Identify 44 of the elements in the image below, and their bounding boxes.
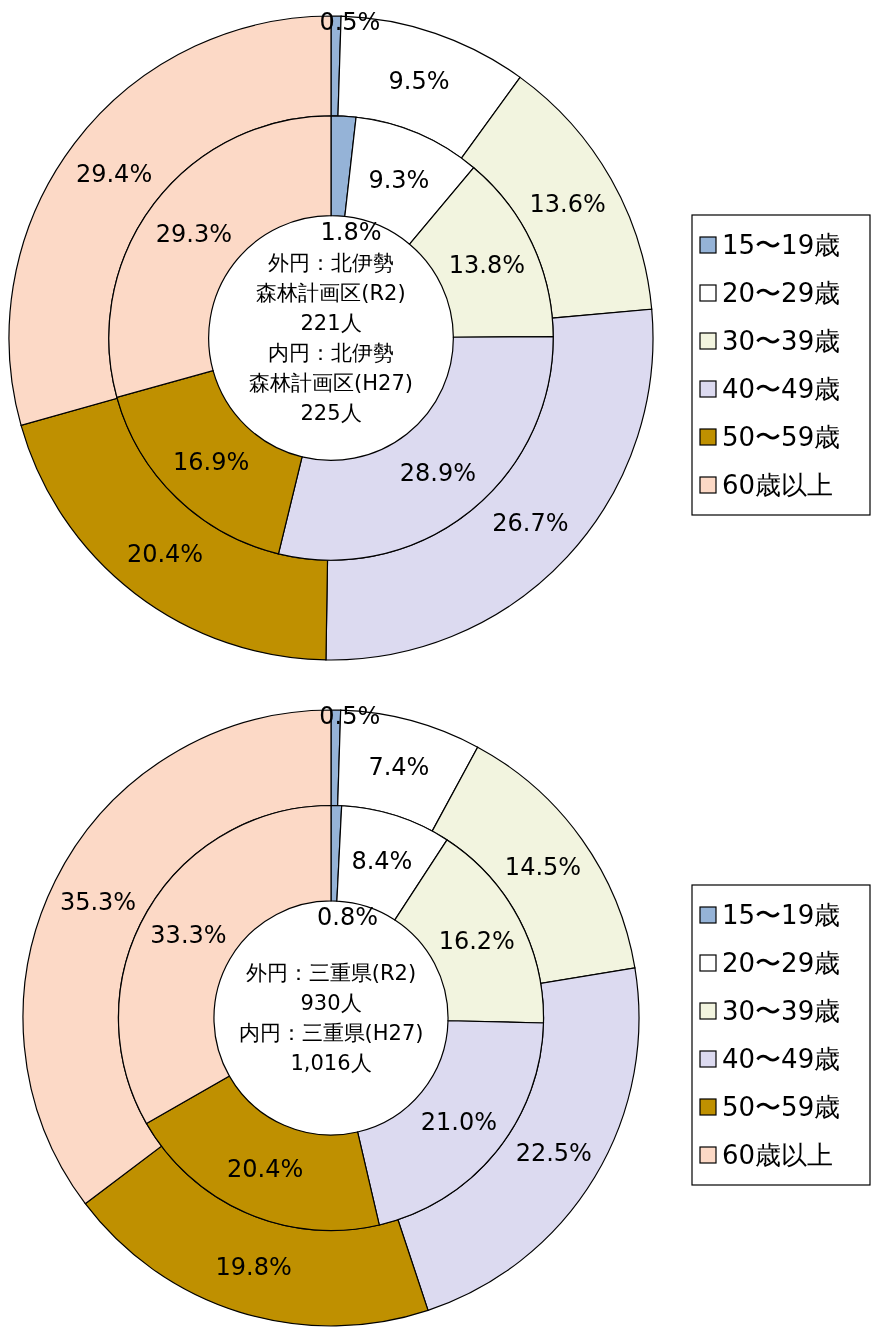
data-label: 1.8% bbox=[320, 217, 382, 246]
data-label: 13.6% bbox=[529, 189, 606, 218]
data-label: 19.8% bbox=[215, 1252, 292, 1281]
text: 外円：北伊勢 bbox=[268, 251, 394, 275]
legend-label: 20〜29歳 bbox=[722, 278, 841, 308]
text: 内円：三重県(H27) bbox=[238, 1021, 424, 1045]
text: 森林計画区(R2) bbox=[256, 281, 406, 305]
data-label: 13.8% bbox=[448, 250, 525, 279]
data-label: 29.4% bbox=[75, 159, 153, 188]
legend-label: 15〜19歳 bbox=[722, 230, 841, 260]
data-label: 0.8% bbox=[317, 902, 379, 931]
legend-label: 50〜59歳 bbox=[722, 1092, 841, 1122]
text: 1,016人 bbox=[290, 1051, 372, 1075]
data-label: 21.0% bbox=[420, 1107, 497, 1136]
legend-label: 60歳以上 bbox=[722, 470, 834, 500]
legend-label: 30〜39歳 bbox=[722, 326, 841, 356]
text: 221人 bbox=[300, 311, 362, 335]
data-label: 22.5% bbox=[515, 1138, 592, 1167]
data-label: 9.3% bbox=[368, 165, 430, 194]
data-label: 20.4% bbox=[227, 1155, 304, 1184]
text: 930人 bbox=[300, 991, 362, 1015]
data-label: 35.3% bbox=[59, 888, 137, 917]
data-label: 16.2% bbox=[438, 927, 515, 956]
data-label: 28.9% bbox=[399, 459, 476, 488]
legend-label: 30〜39歳 bbox=[722, 996, 841, 1026]
data-label: 8.4% bbox=[351, 847, 413, 876]
text: 内円：北伊勢 bbox=[268, 341, 394, 365]
data-label: 14.5% bbox=[504, 853, 582, 882]
legend-label: 60歳以上 bbox=[722, 1140, 834, 1170]
data-label: 29.3% bbox=[155, 219, 233, 248]
legend-label: 15〜19歳 bbox=[722, 900, 841, 930]
data-label: 16.9% bbox=[172, 447, 250, 476]
legend-label: 40〜49歳 bbox=[722, 1044, 841, 1074]
text: 森林計画区(H27) bbox=[249, 371, 413, 395]
legend-label: 50〜59歳 bbox=[722, 422, 841, 452]
legend-label: 40〜49歳 bbox=[722, 374, 841, 404]
data-label: 20.4% bbox=[126, 539, 204, 568]
data-label: 9.5% bbox=[388, 66, 450, 95]
data-label: 33.3% bbox=[150, 921, 227, 950]
data-label: 7.4% bbox=[368, 752, 430, 781]
text: 外円：三重県(R2) bbox=[245, 961, 417, 985]
legend-label: 20〜29歳 bbox=[722, 948, 841, 978]
data-label: 26.7% bbox=[492, 509, 569, 538]
text: 225人 bbox=[300, 401, 362, 425]
